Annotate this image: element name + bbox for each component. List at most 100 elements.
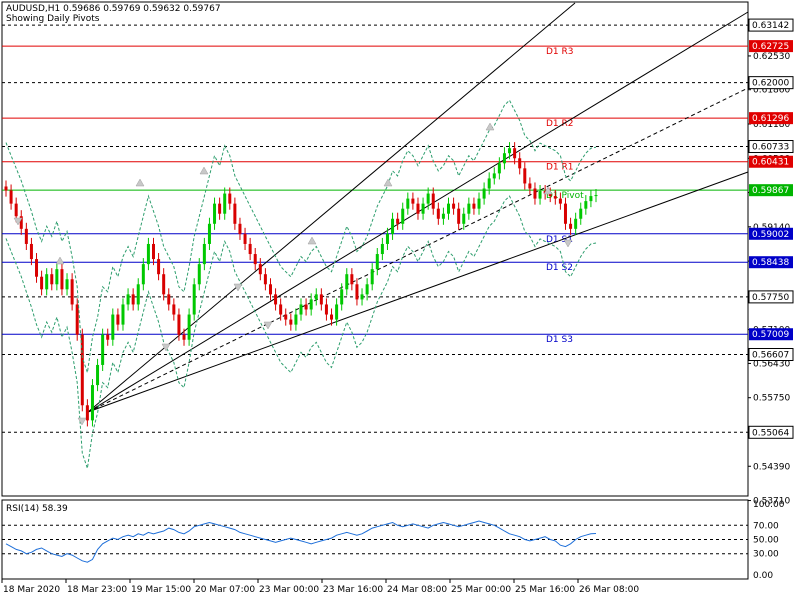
candle-body[interactable] bbox=[268, 284, 272, 295]
candle-body[interactable] bbox=[518, 158, 522, 169]
candle-body[interactable] bbox=[558, 198, 562, 204]
candle-body[interactable] bbox=[502, 153, 506, 164]
candle-body[interactable] bbox=[497, 163, 501, 174]
candle-body[interactable] bbox=[60, 269, 64, 290]
candle-body[interactable] bbox=[431, 193, 435, 209]
candle-body[interactable] bbox=[4, 186, 8, 191]
candle-body[interactable] bbox=[106, 334, 110, 340]
candle-body[interactable] bbox=[513, 148, 517, 159]
candle-body[interactable] bbox=[146, 243, 150, 265]
candle-body[interactable] bbox=[157, 259, 161, 275]
candle-body[interactable] bbox=[340, 289, 344, 305]
candle-body[interactable] bbox=[248, 243, 252, 255]
candle-body[interactable] bbox=[441, 213, 445, 219]
candle-body[interactable] bbox=[213, 203, 217, 224]
candle-body[interactable] bbox=[426, 193, 430, 204]
candle-body[interactable] bbox=[253, 254, 257, 265]
candle-body[interactable] bbox=[324, 304, 328, 315]
candle-body[interactable] bbox=[202, 243, 206, 265]
candle-body[interactable] bbox=[187, 314, 191, 340]
candle-body[interactable] bbox=[345, 274, 349, 290]
candle-body[interactable] bbox=[45, 274, 49, 290]
candle-body[interactable] bbox=[65, 279, 69, 290]
rsi-line[interactable] bbox=[5, 520, 597, 563]
candle-body[interactable] bbox=[192, 284, 196, 315]
candle-body[interactable] bbox=[385, 233, 389, 244]
candle-body[interactable] bbox=[447, 203, 450, 214]
candle-body[interactable] bbox=[177, 314, 181, 335]
candle-body[interactable] bbox=[238, 223, 242, 234]
candle-body[interactable] bbox=[258, 264, 262, 275]
candle-body[interactable] bbox=[569, 223, 573, 229]
candle-body[interactable] bbox=[396, 218, 400, 224]
candle-body[interactable] bbox=[365, 284, 369, 295]
candle-body[interactable] bbox=[24, 228, 28, 244]
candle-body[interactable] bbox=[370, 269, 374, 285]
candle-body[interactable] bbox=[401, 208, 405, 224]
candle-body[interactable] bbox=[136, 284, 140, 305]
candle-body[interactable] bbox=[263, 274, 267, 285]
candle-body[interactable] bbox=[579, 208, 583, 219]
candle-body[interactable] bbox=[574, 218, 578, 229]
candle-body[interactable] bbox=[462, 213, 466, 224]
candle-body[interactable] bbox=[55, 269, 59, 285]
trendline[interactable] bbox=[87, 87, 749, 413]
candle-body[interactable] bbox=[233, 203, 237, 224]
candle-body[interactable] bbox=[14, 203, 18, 217]
candle-body[interactable] bbox=[152, 243, 155, 260]
candle-body[interactable] bbox=[416, 203, 420, 214]
candle-body[interactable] bbox=[19, 216, 23, 229]
candle-body[interactable] bbox=[330, 314, 334, 320]
candle-body[interactable] bbox=[523, 168, 527, 184]
candle-body[interactable] bbox=[207, 223, 211, 244]
candle-body[interactable] bbox=[391, 218, 395, 234]
candle-body[interactable] bbox=[406, 198, 410, 209]
candle-body[interactable] bbox=[96, 364, 100, 386]
candle-body[interactable] bbox=[80, 334, 84, 406]
candle-body[interactable] bbox=[411, 198, 415, 204]
candle-body[interactable] bbox=[472, 203, 476, 209]
candle-body[interactable] bbox=[538, 191, 542, 199]
candle-body[interactable] bbox=[167, 294, 171, 305]
candle-body[interactable] bbox=[70, 279, 74, 305]
candle-body[interactable] bbox=[243, 233, 247, 244]
trendline[interactable] bbox=[87, 171, 749, 413]
trendline[interactable] bbox=[87, 2, 576, 413]
candle-body[interactable] bbox=[131, 294, 135, 305]
candle-body[interactable] bbox=[548, 193, 552, 197]
candle-body[interactable] bbox=[162, 274, 166, 295]
candle-body[interactable] bbox=[553, 196, 557, 199]
candle-body[interactable] bbox=[284, 314, 288, 320]
candle-body[interactable] bbox=[111, 314, 115, 340]
candle-body[interactable] bbox=[563, 203, 567, 224]
candle-body[interactable] bbox=[421, 203, 425, 214]
candle-body[interactable] bbox=[452, 203, 456, 209]
candle-body[interactable] bbox=[350, 274, 354, 285]
candle-body[interactable] bbox=[492, 173, 496, 179]
candle-body[interactable] bbox=[197, 264, 201, 285]
candle-body[interactable] bbox=[355, 284, 359, 300]
candle-body[interactable] bbox=[90, 385, 94, 421]
candle-body[interactable] bbox=[50, 274, 54, 285]
candle-body[interactable] bbox=[375, 254, 379, 270]
candle-body[interactable] bbox=[304, 304, 308, 310]
candle-body[interactable] bbox=[289, 319, 293, 325]
candle-body[interactable] bbox=[182, 334, 186, 340]
candle-body[interactable] bbox=[101, 334, 105, 365]
candle-body[interactable] bbox=[75, 304, 79, 335]
candle-body[interactable] bbox=[589, 196, 593, 202]
candle-body[interactable] bbox=[309, 299, 313, 310]
candle-body[interactable] bbox=[223, 193, 227, 214]
candle-body[interactable] bbox=[9, 190, 13, 204]
candle-body[interactable] bbox=[477, 198, 481, 209]
candle-body[interactable] bbox=[467, 203, 471, 214]
candle-body[interactable] bbox=[274, 294, 278, 305]
candle-body[interactable] bbox=[584, 201, 588, 209]
candle-body[interactable] bbox=[335, 304, 339, 320]
candle-body[interactable] bbox=[482, 188, 486, 199]
candle-body[interactable] bbox=[533, 188, 537, 199]
candle-body[interactable] bbox=[35, 259, 39, 277]
candle-body[interactable] bbox=[380, 243, 384, 255]
